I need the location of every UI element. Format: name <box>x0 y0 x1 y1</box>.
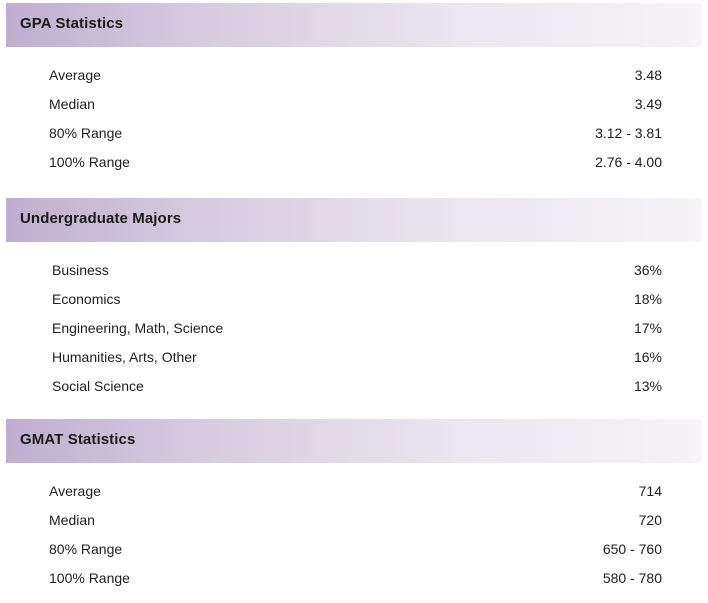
row-value: 3.49 <box>634 96 662 112</box>
gpa-statistics-title: GPA Statistics <box>20 15 124 32</box>
major-row-engineering: Engineering, Math, Science 17% <box>0 314 708 343</box>
gpa-row-average: Average 3.48 <box>0 61 708 90</box>
row-value: 2.76 - 4.00 <box>595 154 662 170</box>
row-label: 100% Range <box>49 154 130 170</box>
gpa-row-80-range: 80% Range 3.12 - 3.81 <box>0 119 708 148</box>
row-label: Median <box>49 96 95 112</box>
gmat-statistics-header: GMAT Statistics <box>6 419 702 463</box>
gmat-row-80-range: 80% Range 650 - 760 <box>0 535 708 564</box>
row-label: Business <box>52 262 109 278</box>
row-label: Economics <box>52 291 121 307</box>
row-value: 13% <box>633 378 662 394</box>
row-value: 3.12 - 3.81 <box>595 125 662 141</box>
row-label: 80% Range <box>49 541 123 557</box>
row-value: 16% <box>633 349 662 365</box>
row-value: 650 - 760 <box>602 541 662 557</box>
row-label: Engineering, Math, Science <box>52 320 224 336</box>
row-value: 720 <box>638 512 662 528</box>
row-label: Median <box>49 512 95 528</box>
gpa-statistics-header: GPA Statistics <box>6 3 702 47</box>
gpa-row-median: Median 3.49 <box>0 90 708 119</box>
major-row-business: Business 36% <box>0 256 708 285</box>
row-value: 580 - 780 <box>602 570 662 586</box>
row-label: 80% Range <box>49 125 123 141</box>
row-label: Average <box>49 483 101 499</box>
row-value: 3.48 <box>634 67 662 83</box>
gpa-row-100-range: 100% Range 2.76 - 4.00 <box>0 148 708 177</box>
major-row-economics: Economics 18% <box>0 285 708 314</box>
row-value: 36% <box>633 262 662 278</box>
gmat-row-median: Median 720 <box>0 506 708 535</box>
undergraduate-majors-header: Undergraduate Majors <box>6 198 702 242</box>
row-label: Humanities, Arts, Other <box>52 349 197 365</box>
row-label: Social Science <box>52 378 144 394</box>
row-value: 714 <box>638 483 662 499</box>
row-value: 17% <box>633 320 662 336</box>
gmat-statistics-title: GMAT Statistics <box>20 431 136 448</box>
undergraduate-majors-title: Undergraduate Majors <box>20 210 182 227</box>
gmat-row-average: Average 714 <box>0 477 708 506</box>
major-row-social-science: Social Science 13% <box>0 372 708 401</box>
major-row-humanities: Humanities, Arts, Other 16% <box>0 343 708 372</box>
row-label: 100% Range <box>49 570 130 586</box>
gmat-row-100-range: 100% Range 580 - 780 <box>0 564 708 593</box>
row-label: Average <box>49 67 101 83</box>
row-value: 18% <box>633 291 662 307</box>
